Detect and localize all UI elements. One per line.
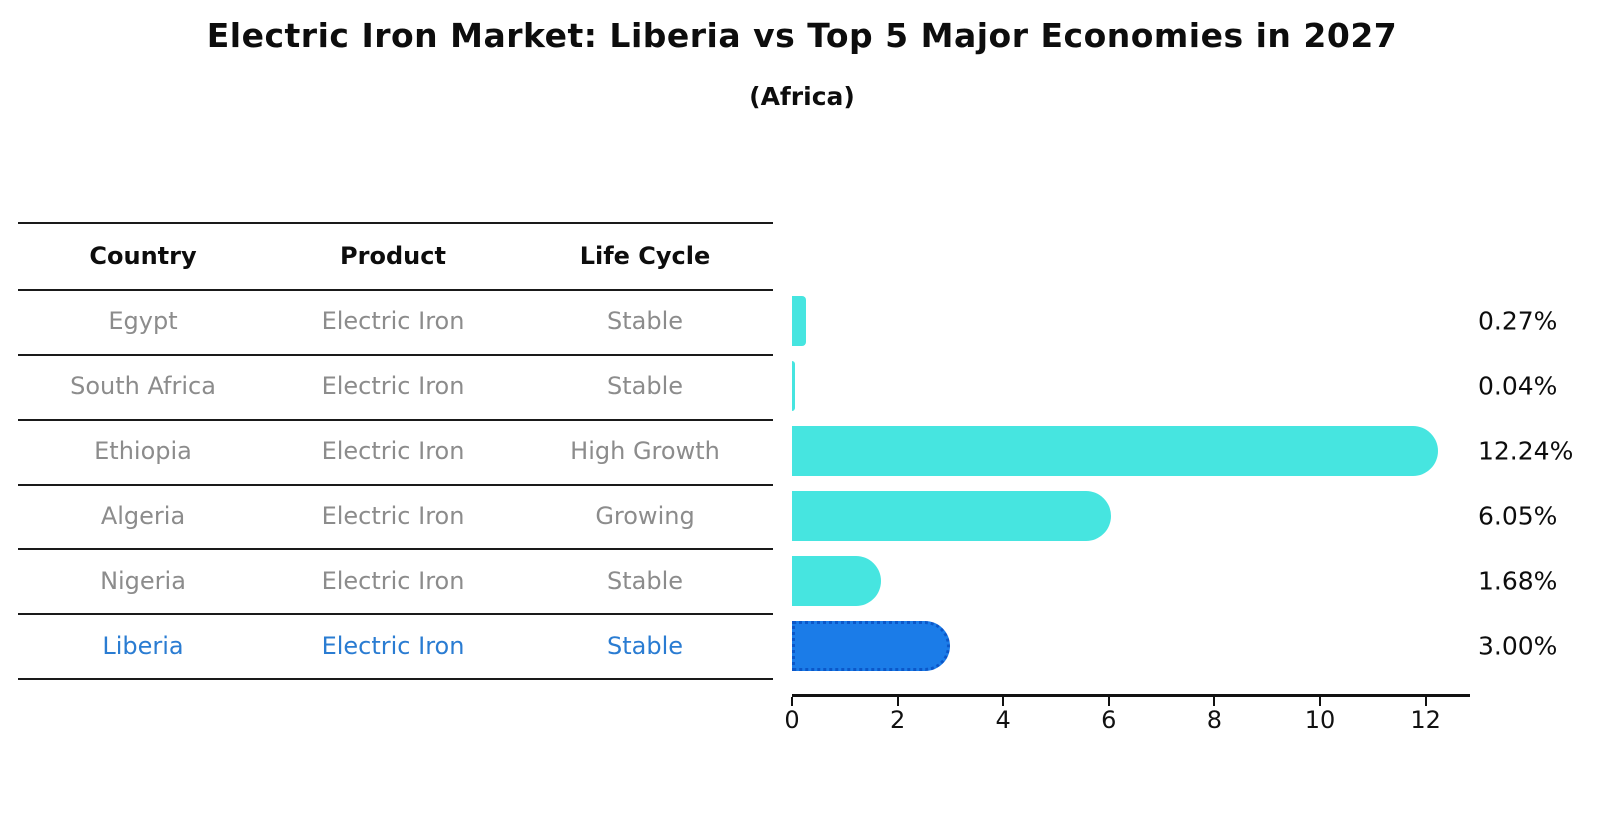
- x-axis-tick-label: 10: [1304, 706, 1336, 734]
- value-label: 12.24%: [1478, 436, 1574, 466]
- table-cell-life-cycle: Stable: [606, 307, 684, 336]
- table-cell-life-cycle: Stable: [606, 372, 684, 401]
- table-cell-product: Electric Iron: [321, 501, 465, 530]
- x-axis-tick: [1424, 697, 1427, 706]
- table-cell-country: Egypt: [108, 307, 178, 336]
- column-header-product: Product: [340, 241, 446, 270]
- bar-south-africa: [792, 361, 795, 412]
- table-cell-country: Liberia: [102, 631, 184, 660]
- table-cell-country: Algeria: [100, 501, 186, 530]
- table-cell-country: Ethiopia: [94, 437, 192, 466]
- x-axis-tick: [1319, 697, 1321, 706]
- table-cell-life-cycle: Growing: [595, 501, 695, 530]
- value-label: 1.68%: [1478, 566, 1558, 596]
- table-cell-product: Electric Iron: [321, 631, 465, 660]
- x-axis-tick: [1213, 697, 1216, 706]
- table-cell-life-cycle: Stable: [606, 631, 684, 660]
- column-header-life-cycle: Life Cycle: [579, 241, 711, 270]
- x-axis-tick: [791, 697, 793, 706]
- value-label: 6.05%: [1478, 501, 1558, 531]
- bar-liberia: [792, 620, 950, 671]
- table-top-rule: [18, 222, 773, 224]
- table-cell-product: Electric Iron: [321, 437, 465, 466]
- table-row-rule: [18, 613, 773, 616]
- x-axis-tick-label: 6: [1101, 706, 1117, 734]
- value-label: 3.00%: [1478, 631, 1558, 661]
- x-axis-tick: [896, 697, 899, 706]
- table-header-rule: [18, 289, 773, 291]
- x-axis-tick-label: 4: [995, 706, 1011, 734]
- x-axis-tick: [1107, 697, 1110, 706]
- table-row-rule: [18, 418, 773, 421]
- bar-nigeria: [792, 555, 881, 606]
- table-cell-product: Electric Iron: [321, 372, 465, 401]
- x-axis-tick-label: 8: [1206, 706, 1223, 734]
- x-axis-tick-label: 12: [1410, 706, 1441, 734]
- table-row-rule: [18, 548, 773, 551]
- value-label: 0.27%: [1478, 306, 1558, 336]
- bar-ethiopia: [792, 426, 1438, 477]
- x-axis-line: [792, 694, 1470, 697]
- table-row-rule: [18, 678, 773, 680]
- value-label: 0.04%: [1478, 371, 1558, 401]
- table-cell-product: Electric Iron: [321, 566, 465, 595]
- bar-egypt: [792, 296, 806, 347]
- table-cell-life-cycle: High Growth: [570, 437, 720, 466]
- x-axis-tick-label: 2: [889, 706, 906, 734]
- column-header-country: Country: [89, 241, 197, 270]
- table-cell-life-cycle: Stable: [606, 566, 684, 595]
- x-axis-tick-label: 0: [784, 706, 800, 734]
- x-axis-tick: [1002, 697, 1005, 706]
- table-cell-country: Nigeria: [100, 566, 186, 595]
- table-cell-country: South Africa: [70, 372, 216, 401]
- table-row-rule: [18, 353, 773, 356]
- table-row-rule: [18, 483, 773, 486]
- table-cell-product: Electric Iron: [321, 307, 465, 336]
- chart-subtitle: (Africa): [749, 82, 855, 111]
- bar-algeria: [792, 490, 1111, 541]
- chart-title: Electric Iron Market: Liberia vs Top 5 M…: [206, 16, 1398, 55]
